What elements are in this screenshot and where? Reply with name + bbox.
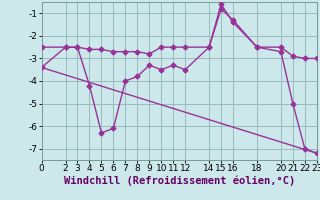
X-axis label: Windchill (Refroidissement éolien,°C): Windchill (Refroidissement éolien,°C): [64, 176, 295, 186]
